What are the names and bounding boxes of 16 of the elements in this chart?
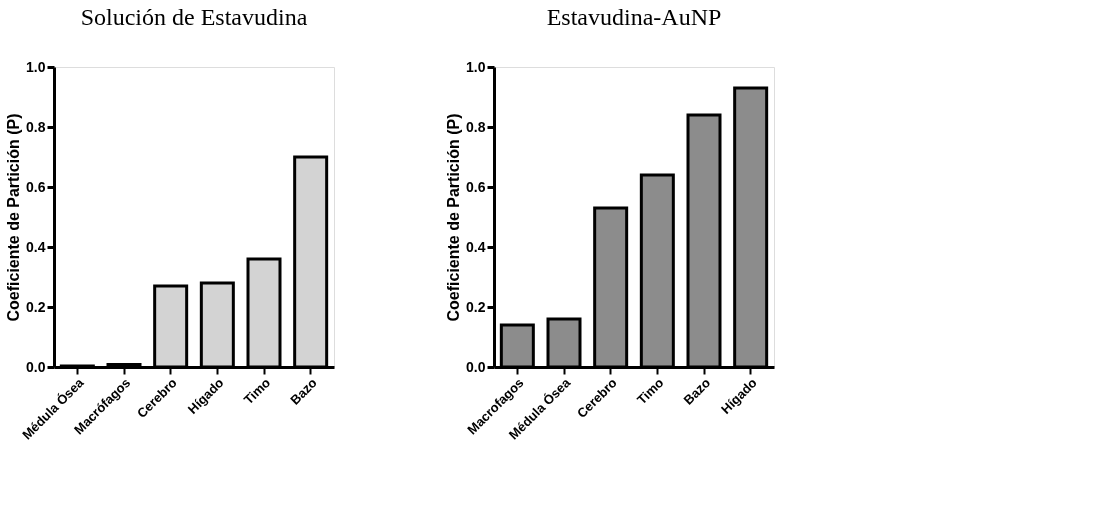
y-tick-label: 0.8 [26,118,46,135]
chart-title: Estavudina-AuNP [546,4,722,30]
y-axis-title: Coeficiente de Partición (P) [445,113,463,322]
y-tick-label: 0.6 [26,178,46,195]
y-tick-label: 0.2 [26,298,46,315]
y-axis-title: Coeficiente de Partición (P) [5,113,23,322]
y-tick-label: 0.0 [26,358,46,375]
chart-title: Solución de Estavudina [80,4,308,30]
y-tick-label: 0.2 [466,298,486,315]
y-tick-label: 0.6 [466,178,486,195]
y-tick-label: 0.0 [466,358,486,375]
y-tick-label: 0.8 [466,118,486,135]
y-tick-label: 0.4 [26,238,46,255]
y-tick-label: 1.0 [26,58,46,75]
y-tick-label: 1.0 [466,58,486,75]
y-tick-label: 0.4 [466,238,486,255]
